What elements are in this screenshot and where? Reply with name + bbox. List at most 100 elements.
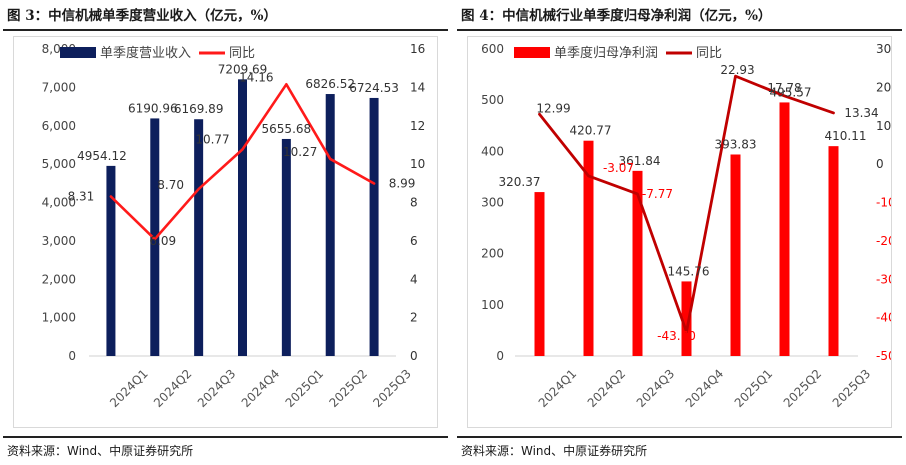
revenue-chart-frame: 0 1,000 2,000 3,000 4,000 5,000 6,000 7,000 8,00… — [13, 36, 438, 428]
bar-data-label: 410.11 — [825, 129, 867, 143]
yoy-line — [538, 74, 835, 334]
x-category-label: 2024Q2 — [585, 367, 629, 411]
figure-4-top-rule — [457, 29, 902, 31]
line-data-label: 6.09 — [149, 234, 176, 248]
right-axis-tick-label: 8 — [410, 196, 418, 210]
bar-data-label: 320.37 — [499, 175, 541, 189]
right-axis-tick-label: 2 — [410, 311, 418, 325]
right-axis-tick-label: -20 — [876, 234, 891, 248]
left-axis-tick-label: 5,000 — [42, 157, 76, 171]
left-axis-tick-label: 3,000 — [42, 234, 76, 248]
figure-3-title: 图 3：中信机械单季度营业收入（亿元，%） — [7, 8, 277, 24]
bar-data-label: 6826.52 — [305, 77, 355, 91]
bar-data-label: 361.84 — [619, 154, 661, 168]
bar-data-label: 145.76 — [668, 264, 710, 278]
bar-data-label: 4954.12 — [77, 149, 127, 163]
right-axis-tick-label: 14 — [410, 80, 425, 94]
left-axis-tick-label: 2,000 — [42, 272, 76, 286]
line-data-label: 8.70 — [157, 178, 184, 192]
left-axis-tick-label: 4,000 — [42, 196, 76, 210]
right-axis-tick-label: 4 — [410, 272, 418, 286]
legend-bar-swatch — [514, 47, 550, 58]
bar — [730, 154, 741, 356]
bar — [828, 146, 839, 356]
bar — [681, 281, 692, 356]
line-data-label: -43.70 — [657, 329, 696, 343]
figure-3-panel: 图 3：中信机械单季度营业收入（亿元，%） 0 1,000 2,000 3,000 4,… — [3, 0, 448, 465]
left-axis-tick-label: 1,000 — [42, 311, 76, 325]
left-axis-tick-label: 0 — [496, 349, 504, 363]
line-data-label: 22.93 — [720, 63, 754, 77]
left-axis-tick-label: 600 — [481, 42, 504, 56]
left-axis-tick-label: 6,000 — [42, 119, 76, 133]
line-data-label: -7.77 — [642, 187, 673, 201]
right-axis-tick-label: -10 — [876, 196, 891, 210]
figure-3-source: 资料来源：Wind、中原证券研究所 — [7, 444, 194, 458]
right-axis-tick-label: 6 — [410, 234, 418, 248]
right-axis-tick-label: 16 — [410, 42, 425, 56]
right-axis-tick-label: 0 — [876, 157, 884, 171]
legend-line-label: 同比 — [696, 46, 722, 61]
right-axis-tick-label: 0 — [410, 349, 418, 363]
line-data-label: 13.34 — [844, 106, 878, 120]
right-axis-tick-label: -30 — [876, 272, 891, 286]
x-category-label: 2024Q3 — [634, 367, 678, 411]
right-axis-tick-label: -40 — [876, 311, 891, 325]
bar — [534, 192, 545, 356]
x-category-label: 2024Q3 — [195, 367, 239, 411]
bar — [238, 79, 247, 356]
right-axis-tick-label: 10 — [876, 119, 891, 133]
yoy-line — [109, 83, 376, 241]
left-axis-tick-label: 200 — [481, 247, 504, 261]
line-data-label: 10.77 — [195, 132, 229, 146]
left-axis-tick-label: 100 — [481, 298, 504, 312]
left-axis-tick-label: 7,000 — [42, 80, 76, 94]
bar-data-label: 420.77 — [570, 124, 612, 138]
revenue-chart: 01,0002,0003,0004,0005,0006,0007,0008,00… — [42, 42, 426, 411]
x-category-label: 2024Q2 — [151, 367, 195, 411]
line-data-label: 8.99 — [389, 177, 416, 191]
bar — [281, 138, 291, 356]
bar — [369, 97, 379, 356]
figure-4-source: 资料来源：Wind、中原证券研究所 — [461, 444, 648, 458]
x-category-label: 2025Q3 — [370, 367, 414, 411]
net-profit-chart: 0 100 200 300 400 500 600 -50 -40 -30 -20 -10 0 10 20 3… — [481, 42, 891, 411]
figure-3-top-rule — [3, 29, 448, 31]
left-axis-tick-label: 400 — [481, 144, 504, 158]
bar-data-label: 393.83 — [715, 137, 757, 151]
bar-data-label: 495.57 — [770, 85, 812, 99]
right-axis-tick-label: -50 — [876, 349, 891, 363]
bar-data-label: 6169.89 — [174, 102, 224, 116]
x-category-label: 2024Q4 — [683, 367, 727, 411]
line-data-label: 12.99 — [536, 101, 570, 115]
left-axis-tick-label: 0 — [68, 349, 76, 363]
figure-4-title: 图 4：中信机械行业单季度归母净利润（亿元，%） — [461, 8, 772, 24]
x-category-label: 2025Q1 — [732, 367, 776, 411]
bar — [583, 140, 594, 356]
x-category-label: 2025Q3 — [830, 367, 874, 411]
left-axis-tick-label: 300 — [481, 196, 504, 210]
bar — [779, 102, 790, 356]
profit-chart-frame: 0 100 200 300 400 500 600 -50 -40 -30 -20 -10 0 10 20 3… — [467, 36, 892, 428]
x-category-label: 2024Q1 — [107, 367, 151, 411]
line-data-label: 17.78 — [767, 81, 801, 95]
legend-line-label: 同比 — [229, 46, 255, 61]
x-category-label: 2025Q2 — [326, 367, 370, 411]
line-data-label: 14.16 — [239, 70, 273, 84]
bar-data-label: 7209.69 — [218, 62, 268, 76]
line-data-label: 10.27 — [283, 145, 317, 159]
figure-4-bottom-rule — [457, 436, 902, 438]
bar — [632, 170, 643, 356]
bar-data-label: 5655.68 — [262, 122, 312, 136]
bar — [106, 165, 116, 356]
bar — [194, 119, 204, 356]
right-axis-tick-label: 30 — [876, 42, 891, 56]
legend-bar-label: 单季度归母净利润 — [554, 45, 658, 61]
bar-data-label: 6724.53 — [349, 81, 399, 95]
line-data-label: -3.07 — [603, 161, 634, 175]
legend-bar-label: 单季度营业收入 — [100, 45, 191, 61]
x-category-label: 2024Q4 — [239, 367, 283, 411]
legend-bar-swatch — [60, 47, 96, 58]
left-axis-tick-label: 500 — [481, 93, 504, 107]
x-category-label: 2025Q1 — [283, 367, 327, 411]
